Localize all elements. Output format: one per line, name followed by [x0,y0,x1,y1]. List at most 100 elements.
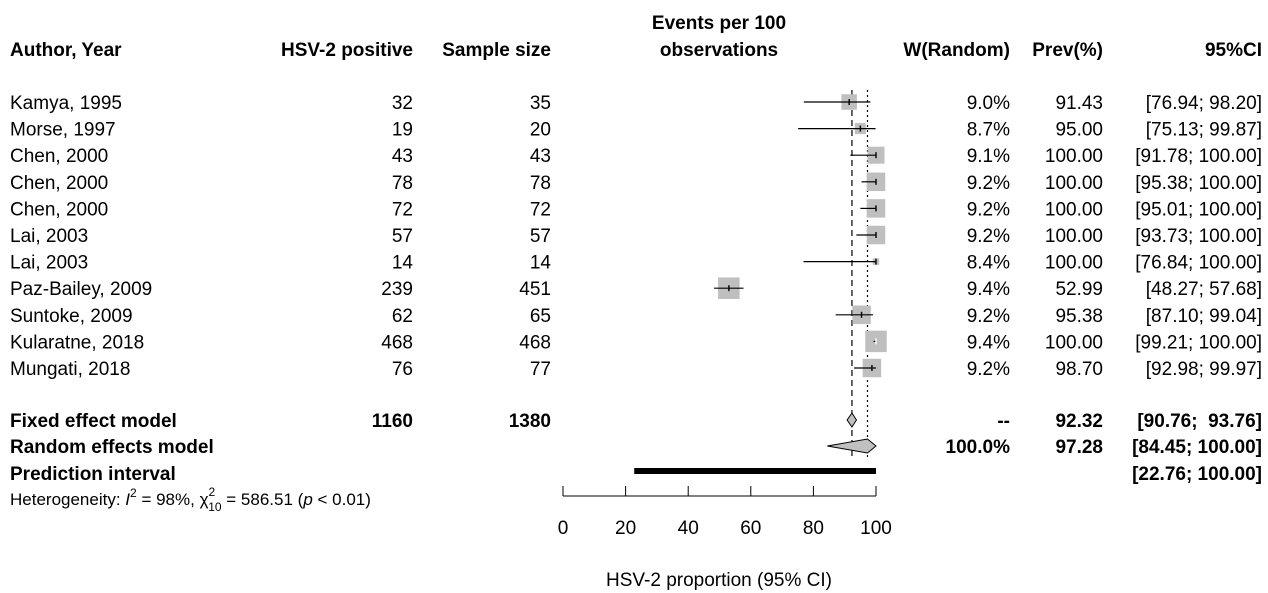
study-weight: 8.7% [967,120,1010,141]
random-effects-row: Random effects model 100.0% 97.28 [84.45… [10,437,1262,458]
heterogeneity-i2-symbol: I [125,490,130,509]
fixed-effect-positive: 1160 [372,411,413,432]
fixed-effect-prev: 92.32 [1055,411,1103,432]
study-positive: 468 [381,332,413,353]
study-author: Kamya, 1995 [10,93,122,114]
header-author: Author, Year [10,40,122,61]
study-author: Chen, 2000 [10,199,108,220]
study-positive: 14 [392,253,414,274]
random-effects-ci: [84.45; 100.00] [1132,437,1262,458]
heterogeneity-p-symbol: p [302,490,312,509]
header-prev: Prev(%) [1032,40,1103,61]
study-prev: 52.99 [1055,279,1103,300]
study-weight: 9.4% [967,279,1010,300]
study-ci: [48.27; 57.68] [1146,279,1262,300]
header-sample: Sample size [442,40,551,61]
x-tick-label: 100 [860,518,892,539]
study-row: Chen, 2000 78 78 9.2% 100.00 [95.38; 100.00] [10,172,1262,194]
study-weight: 9.2% [967,306,1010,327]
header-plot-line2: observations [660,40,778,61]
study-positive: 78 [392,173,413,194]
study-positive: 43 [392,146,413,167]
study-row: Lai, 2003 14 14 8.4% 100.00 [76.84; 100.00] [10,253,1262,274]
fixed-effect-weight: -- [997,411,1010,432]
study-sample: 20 [530,120,551,141]
study-ci: [99.21; 100.00] [1135,332,1262,353]
study-positive: 76 [392,359,413,380]
study-prev: 98.70 [1055,359,1103,380]
study-author: Morse, 1997 [10,120,116,141]
prediction-interval-label: Prediction interval [10,464,176,485]
fixed-effect-diamond [846,412,858,428]
study-ci: [95.01; 100.00] [1135,199,1262,220]
study-row: Morse, 1997 19 20 8.7% 95.00 [75.13; 99.87] [10,120,1262,141]
heterogeneity-prefix: Heterogeneity: [10,490,125,509]
study-row: Chen, 2000 72 72 9.2% 100.00 [95.01; 100.00] [10,199,1262,220]
heterogeneity-chi-superscript: 2 [209,485,216,499]
study-prev: 100.00 [1045,199,1103,220]
study-prev: 100.00 [1045,253,1103,274]
x-tick-label: 20 [615,518,636,539]
study-ci: [95.38; 100.00] [1135,173,1262,194]
study-author: Chen, 2000 [10,173,108,194]
study-positive: 72 [392,199,413,220]
random-effects-label: Random effects model [10,437,214,458]
study-prev: 91.43 [1055,93,1103,114]
heterogeneity-i2-exponent: 2 [130,486,137,500]
study-positive: 57 [392,226,413,247]
x-axis: 0 20 40 60 80 100 [558,486,892,539]
study-weight: 9.1% [967,146,1010,167]
header-ci: 95%CI [1205,40,1262,61]
random-effects-weight: 100.0% [946,437,1011,458]
x-axis-label: HSV-2 proportion (95% CI) [606,570,832,591]
heterogeneity-text: Heterogeneity: I2 = 98%, χ2 10 = 586.51 (… [10,485,371,514]
study-sample: 72 [530,199,551,220]
study-weight: 8.4% [967,253,1010,274]
study-prev: 100.00 [1045,173,1103,194]
study-prev: 100.00 [1045,146,1103,167]
study-row: Mungati, 2018 76 77 9.2% 98.70 [92.98; 99.97] [10,358,1262,380]
study-row: Suntoke, 2009 62 65 9.2% 95.38 [87.10; 99.04] [10,305,1262,327]
x-tick-label: 80 [803,518,824,539]
study-ci: [92.98; 99.97] [1146,359,1262,380]
prediction-interval-bar [634,468,876,474]
study-sample: 468 [519,332,551,353]
study-weight: 9.2% [967,199,1010,220]
fixed-effect-row: Fixed effect model 1160 1380 -- 92.32 [9… [10,411,1262,432]
study-weight: 9.2% [967,173,1010,194]
study-author: Paz-Bailey, 2009 [10,279,152,300]
study-ci: [93.73; 100.00] [1135,226,1262,247]
random-effects-prev: 97.28 [1055,437,1103,458]
study-row: Paz-Bailey, 2009 239 451 9.4% 52.99 [48.27; 5… [10,277,1262,300]
study-ci: [87.10; 99.04] [1146,306,1262,327]
random-effects-diamond [827,438,877,454]
x-tick-label: 40 [678,518,699,539]
study-ci: [76.94; 98.20] [1146,93,1262,114]
study-author: Suntoke, 2009 [10,306,133,327]
x-tick-label: 60 [740,518,761,539]
study-ci: [75.13; 99.87] [1146,120,1262,141]
study-sample: 65 [530,306,551,327]
study-prev: 95.38 [1055,306,1103,327]
study-weight: 9.0% [967,93,1010,114]
study-positive: 239 [381,279,413,300]
study-weight: 9.2% [967,226,1010,247]
study-weight: 9.2% [967,359,1010,380]
study-positive: 32 [392,93,413,114]
study-sample: 57 [530,226,551,247]
study-row: Chen, 2000 43 43 9.1% 100.00 [91.78; 100.00] [10,146,1262,167]
study-positive: 62 [392,306,413,327]
study-author: Kularatne, 2018 [10,332,144,353]
study-row: Lai, 2003 57 57 9.2% 100.00 [93.73; 100.00] [10,225,1262,247]
study-ci: [76.84; 100.00] [1135,253,1262,274]
x-tick-label: 0 [558,518,569,539]
study-ci: [91.78; 100.00] [1135,146,1262,167]
heterogeneity-chi-value: = 586.51 ( [222,490,304,509]
prediction-interval-row: Prediction interval [22.76; 100.00] [10,464,1262,485]
study-sample: 78 [530,173,551,194]
study-sample: 77 [530,359,551,380]
study-author: Lai, 2003 [10,253,88,274]
header-plot-line1: Events per 100 [652,13,786,34]
study-rows: Kamya, 1995 32 35 9.0% 91.43 [76.94; 98.20] Mo… [10,93,1262,380]
